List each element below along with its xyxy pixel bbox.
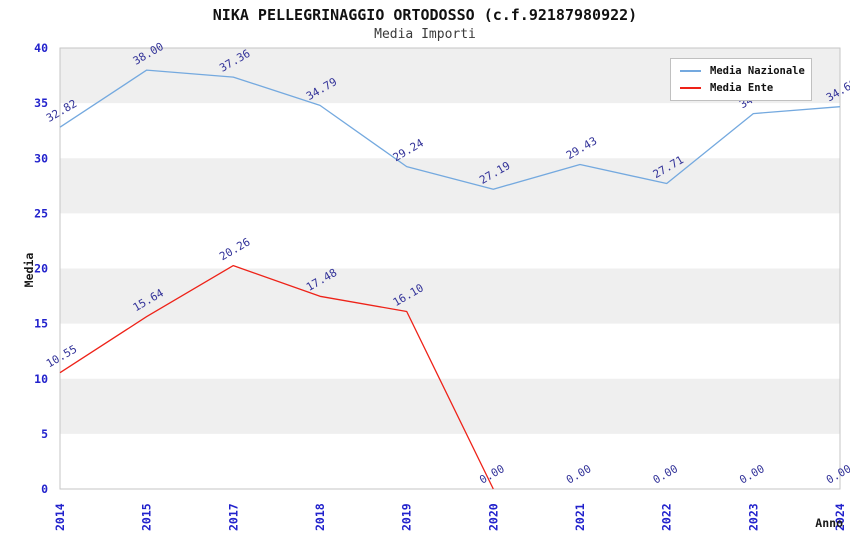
plot-band [60,268,840,324]
x-tick-label: 2022 [660,503,674,531]
point-value-label: 0.00 [651,462,680,487]
point-value-label: 0.00 [824,462,850,487]
y-tick-label: 10 [34,372,48,386]
media-ente-line-swatch [680,87,701,89]
y-tick-label: 25 [34,206,48,220]
plot-band [60,158,840,214]
x-tick-label: 2019 [400,503,414,531]
y-tick-label: 5 [41,427,48,441]
y-tick-label: 30 [34,151,48,165]
y-tick-label: 35 [34,96,48,110]
y-tick-label: 20 [34,262,48,276]
point-value-label: 10.55 [44,342,79,370]
media-nazionale-line-swatch [680,70,701,72]
x-tick-label: 2017 [226,503,240,531]
y-tick-label: 40 [34,41,48,55]
media-ente-line [59,264,494,490]
point-value-label: 29.43 [564,134,599,162]
y-tick-label: 0 [41,482,48,496]
x-tick-label: 2024 [833,503,847,531]
legend-label: Media Ente [710,82,774,94]
plot-band [60,378,840,434]
x-tick-label: 2020 [486,503,500,531]
chart-title: NIKA PELLEGRINAGGIO ORTODOSSO (c.f.92187… [212,6,638,24]
chart-subtitle: Media Importi [374,27,476,42]
x-tick-label: 2014 [53,503,67,531]
y-axis-title: Media [22,253,36,288]
point-value-label: 0.00 [564,462,593,487]
legend-item-media-nazionale: Media Nazionale [680,65,805,77]
x-tick-label: 2018 [313,503,327,531]
point-value-label: 0.00 [737,462,766,487]
legend-item-media-ente: Media Ente [680,82,802,94]
chart-legend: Media Nazionale Media Ente [670,58,812,101]
point-value-label: 20.26 [217,235,252,263]
y-tick-label: 15 [34,317,48,331]
x-tick-label: 2023 [746,503,760,531]
media-nazionale-line [59,69,841,190]
x-tick-label: 2021 [573,503,587,531]
x-axis-title: Anno [815,516,843,530]
legend-label: Media Nazionale [710,65,805,77]
plot-border [59,47,841,490]
x-tick-label: 2015 [140,503,154,531]
